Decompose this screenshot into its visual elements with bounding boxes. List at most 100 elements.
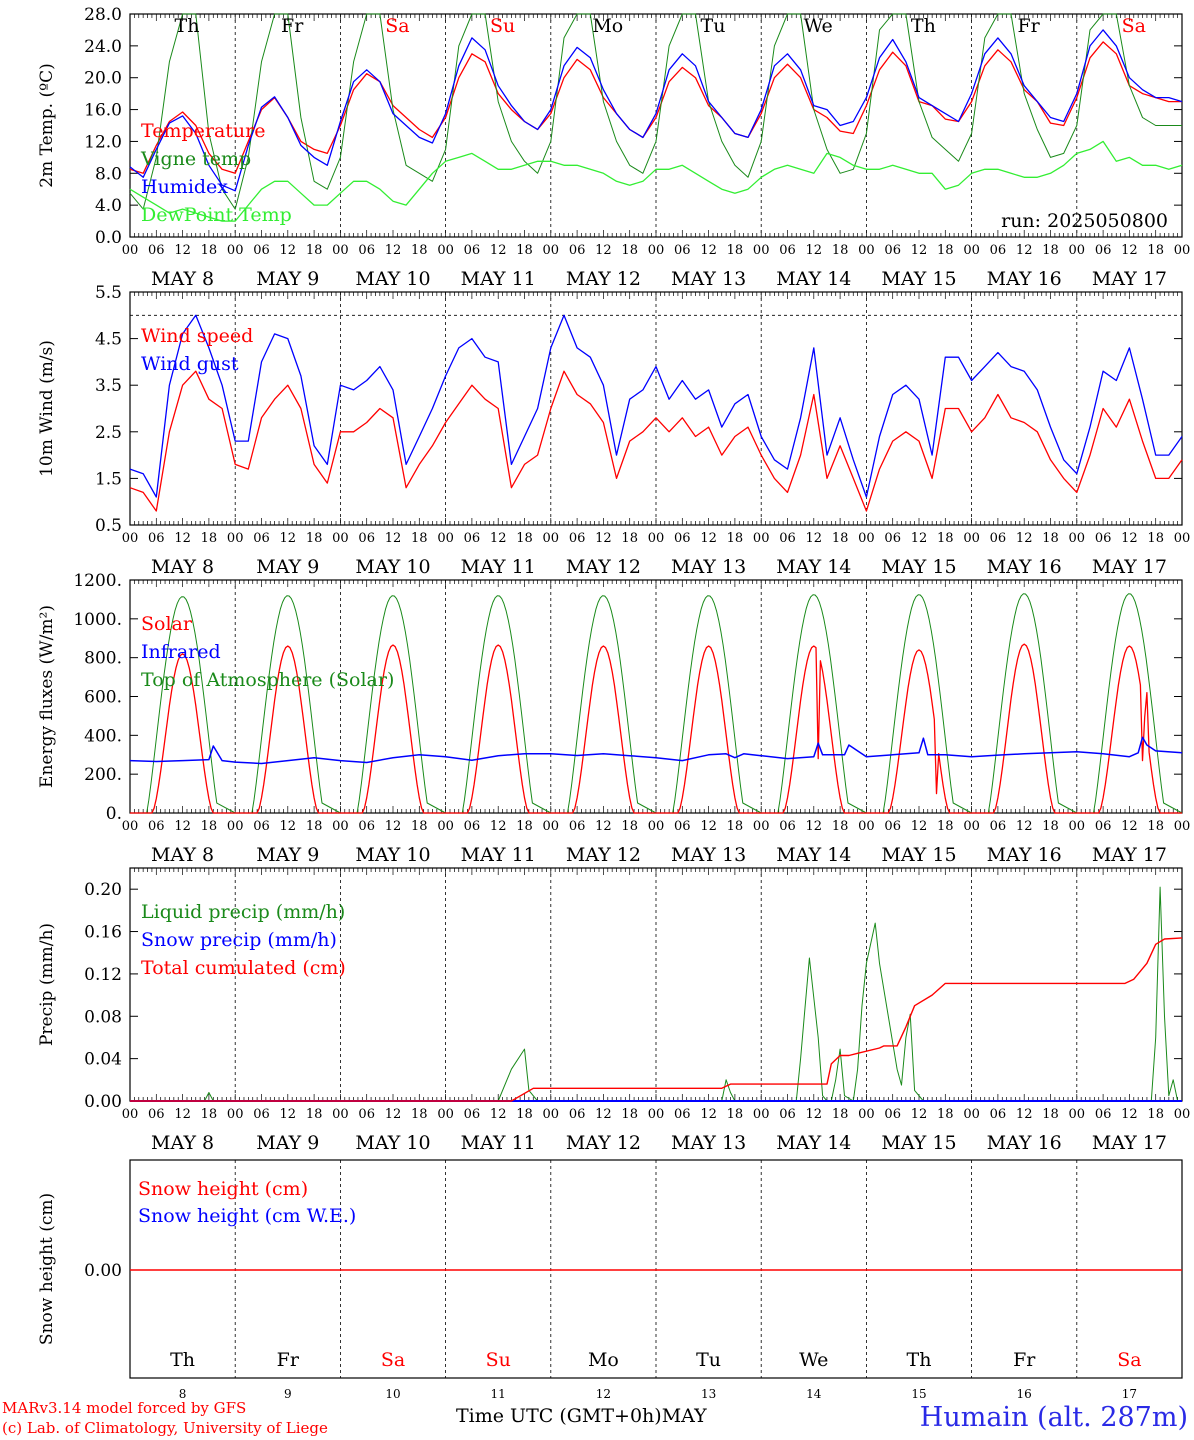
hour-tick-label: 00 [227,243,244,258]
hour-tick-label: 06 [358,531,375,546]
day-number: 9 [284,1387,292,1401]
hour-tick-label: 12 [700,531,717,546]
hour-tick-label: 12 [595,243,612,258]
hour-tick-label: 12 [1016,1107,1033,1122]
hour-tick-label: 06 [884,243,901,258]
weekday-label: Fr [277,1349,300,1371]
legend-liquid-precip-mm-h-: Liquid precip (mm/h) [141,901,345,923]
hour-tick-label: 12 [280,819,297,834]
hour-tick-label: 06 [674,819,691,834]
weekday-label: Fr [1013,1349,1036,1371]
hour-tick-label: 00 [648,819,665,834]
hour-tick-label: 18 [727,819,744,834]
day-number: 14 [806,1387,822,1401]
hour-tick-label: 18 [621,819,638,834]
hour-tick-label: 18 [832,1107,849,1122]
date-label: MAY 13 [671,1132,746,1154]
hour-tick-label: 18 [1042,819,1059,834]
weekday-label: Th [170,1349,195,1371]
hour-tick-label: 12 [911,1107,928,1122]
legend-dewpoint-temp: DewPoint Temp [141,204,292,226]
weekday-label: Mo [592,15,623,37]
hour-tick-label: 18 [411,243,428,258]
date-label: MAY 15 [881,556,956,578]
series-vigne-temp [129,13,1182,210]
hour-tick-label: 12 [174,531,191,546]
y-tick-label: 4.0 [95,196,122,216]
hour-tick-label: 06 [990,1107,1007,1122]
hour-tick-label: 00 [858,1107,875,1122]
date-label: MAY 11 [461,844,536,866]
date-label: MAY 8 [151,1132,214,1154]
hour-tick-label: 00 [227,819,244,834]
hour-tick-label: 18 [516,819,533,834]
legend-snow-height-cm-w-e-: Snow height (cm W.E.) [138,1205,356,1227]
hour-tick-label: 12 [280,1107,297,1122]
hour-tick-label: 06 [990,243,1007,258]
date-label: MAY 13 [671,844,746,866]
date-label: MAY 14 [776,1132,851,1154]
y-tick-label: 5.5 [95,283,122,303]
date-label: MAY 14 [776,556,851,578]
hour-tick-label: 00 [858,243,875,258]
hour-tick-label: 18 [727,243,744,258]
hour-tick-label: 06 [674,243,691,258]
date-label: MAY 14 [776,268,851,290]
hour-tick-label: 12 [1121,819,1138,834]
hour-tick-label: 18 [516,243,533,258]
hour-tick-label: 12 [700,243,717,258]
y-tick-label: 0.0 [95,228,122,248]
hour-tick-label: 18 [411,819,428,834]
weekday-label: Fr [281,15,304,37]
hour-tick-label: 00 [227,531,244,546]
legend-total-cumulated-cm-: Total cumulated (cm) [141,957,346,979]
hour-tick-label: 18 [1147,819,1164,834]
hour-tick-label: 00 [963,531,980,546]
date-label: MAY 10 [355,556,430,578]
hour-tick-label: 00 [332,531,349,546]
hour-tick-label: 18 [1042,243,1059,258]
hour-tick-label: 00 [543,1107,560,1122]
hour-tick-label: 12 [806,531,823,546]
hour-tick-label: 18 [727,1107,744,1122]
y-tick-label: 12.0 [84,132,122,152]
hour-tick-label: 12 [595,531,612,546]
hour-tick-label: 06 [884,531,901,546]
date-label: MAY 16 [987,1132,1062,1154]
y-tick-label: 0.16 [84,923,122,943]
date-label: MAY 11 [461,556,536,578]
hour-tick-label: 12 [490,1107,507,1122]
y-tick-label: 800. [84,649,122,669]
hour-tick-label: 18 [937,243,954,258]
hour-tick-label: 00 [858,819,875,834]
hour-tick-label: 06 [253,531,270,546]
date-label: MAY 10 [355,1132,430,1154]
hour-tick-label: 00 [437,531,454,546]
weekday-label: Sa [385,15,409,37]
hour-tick-label: 18 [306,531,323,546]
hour-tick-label: 00 [332,1107,349,1122]
date-label: MAY 8 [151,556,214,578]
hour-tick-label: 06 [1095,243,1112,258]
y-tick-label: 0.20 [84,880,122,900]
hour-tick-label: 12 [1016,819,1033,834]
hour-tick-label: 18 [937,819,954,834]
date-label: MAY 17 [1092,1132,1167,1154]
hour-tick-label: 12 [911,531,928,546]
day-number: 16 [1017,1387,1032,1401]
station-name: Humain (alt. 287m) [919,1402,1188,1433]
hour-tick-label: 00 [437,243,454,258]
hour-tick-label: 06 [464,819,481,834]
hour-tick-label: 18 [937,531,954,546]
hour-tick-label: 18 [937,1107,954,1122]
hour-tick-label: 18 [832,531,849,546]
hour-tick-label: 00 [1069,531,1086,546]
hour-tick-label: 00 [648,531,665,546]
hour-tick-label: 00 [753,243,770,258]
y-tick-label: 16.0 [84,101,122,121]
hour-tick-label: 18 [201,243,218,258]
legend-top-of-atmosphere-solar-: Top of Atmosphere (Solar) [141,669,394,691]
hour-tick-label: 12 [385,1107,402,1122]
hour-tick-label: 18 [1147,1107,1164,1122]
y-tick-label: 28.0 [84,5,122,25]
